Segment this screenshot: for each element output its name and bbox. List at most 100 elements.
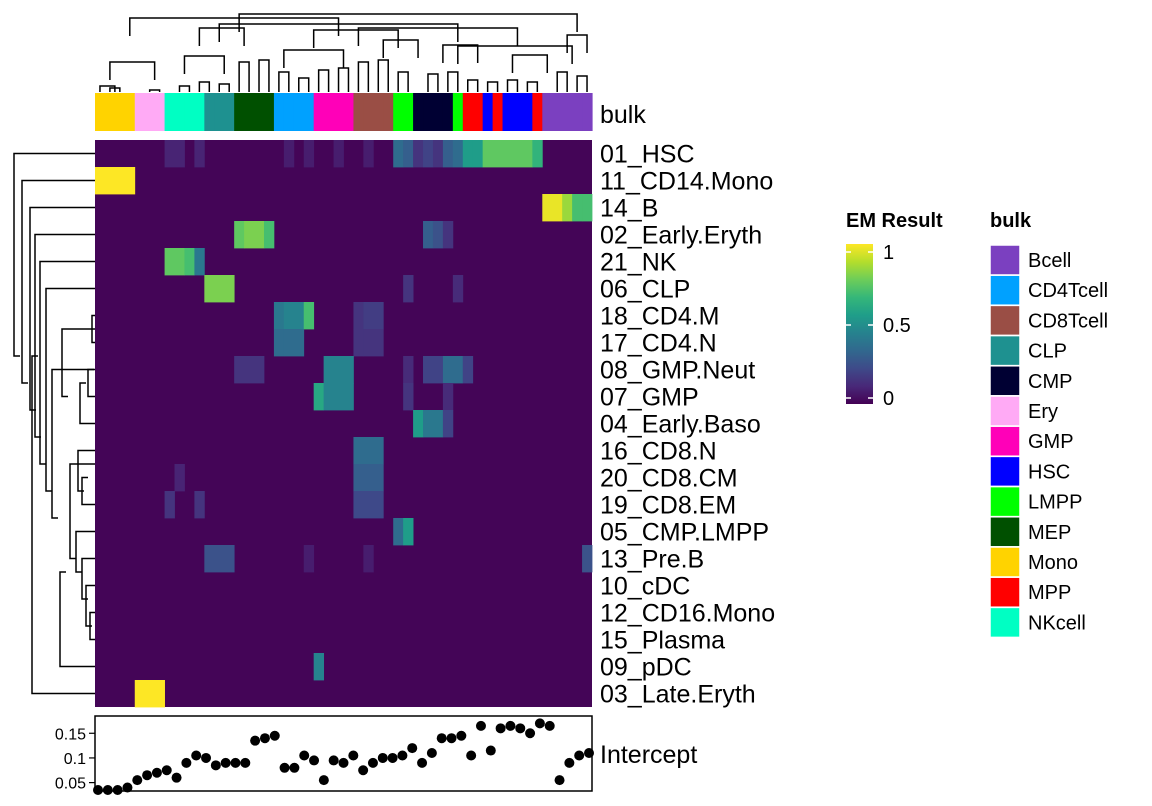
row-label: 21_NK bbox=[600, 249, 677, 277]
heatmap-cell bbox=[273, 302, 285, 330]
heatmap-cell bbox=[353, 437, 384, 465]
column-dendrogram-branch bbox=[357, 61, 370, 92]
intercept-point bbox=[338, 757, 349, 768]
bulk-cell-cd8tcell bbox=[383, 93, 394, 131]
bulk-legend-label: LMPP bbox=[1028, 492, 1082, 514]
intercept-point bbox=[515, 723, 526, 734]
column-dendrogram-branch bbox=[198, 27, 245, 46]
bulk-cell-clp bbox=[204, 93, 215, 131]
bulk-cell-gmp bbox=[333, 93, 345, 131]
heatmap-cell bbox=[542, 194, 563, 222]
bulk-cell-cmp bbox=[423, 93, 434, 131]
intercept-point bbox=[417, 757, 428, 768]
bulk-legend-label: Mono bbox=[1028, 552, 1078, 574]
intercept-point bbox=[122, 782, 133, 793]
bulk-cell-gmp bbox=[313, 93, 325, 131]
bulk-legend-swatch bbox=[989, 304, 1021, 337]
bulk-cell-bcell bbox=[572, 93, 583, 131]
heatmap-cell bbox=[432, 140, 444, 168]
bulk-legend-swatch bbox=[989, 516, 1021, 548]
bulk-legend-label: MPP bbox=[1028, 582, 1071, 604]
intercept-point bbox=[299, 750, 310, 761]
heatmap-cell bbox=[582, 545, 593, 573]
intercept-label: Intercept bbox=[600, 741, 697, 769]
heatmap-cell bbox=[423, 356, 444, 384]
colorbar-tick-label: 0 bbox=[883, 388, 894, 410]
bulk-cell-bcell bbox=[582, 93, 593, 131]
intercept-point bbox=[328, 755, 339, 766]
bulk-legend-label: NKcell bbox=[1028, 612, 1086, 634]
intercept-point bbox=[240, 757, 251, 768]
row-dendrogram-branch bbox=[59, 571, 95, 668]
column-dendrogram-branch bbox=[99, 85, 116, 92]
heatmap-cell bbox=[452, 140, 464, 168]
bulk-cell-lmpp bbox=[403, 93, 414, 131]
row-label: 09_pDC bbox=[600, 654, 692, 682]
intercept-point bbox=[475, 720, 486, 731]
column-dendrogram-branch bbox=[317, 69, 330, 92]
bulk-legend-swatch bbox=[989, 455, 1021, 488]
column-dendrogram-branch bbox=[109, 61, 156, 80]
column-dendrogram-branch bbox=[283, 49, 345, 68]
intercept-point bbox=[220, 757, 231, 768]
row-dendrogram-branch bbox=[45, 287, 95, 492]
bulk-cell-mep bbox=[263, 93, 275, 131]
row-label: 05_CMP.LMPP bbox=[600, 519, 769, 547]
bulk-cell-hsc bbox=[512, 93, 524, 131]
column-dendrogram-branch bbox=[183, 55, 225, 74]
heatmap-cell bbox=[363, 545, 374, 573]
heatmap-cell bbox=[442, 140, 454, 168]
heatmap-cell bbox=[403, 140, 414, 168]
intercept-point bbox=[171, 772, 182, 783]
heatmap-cell bbox=[283, 140, 295, 168]
row-label: 16_CD8.N bbox=[600, 438, 717, 466]
heatmap-cell bbox=[204, 545, 235, 573]
bulk-cell-cmp bbox=[432, 93, 444, 131]
heatmap-cell bbox=[283, 302, 305, 330]
intercept-tick-label: 0.1 bbox=[64, 751, 86, 768]
intercept-point bbox=[358, 765, 369, 776]
colorbar-ramp bbox=[846, 244, 873, 404]
intercept-point bbox=[250, 735, 261, 746]
column-dendrogram-branch bbox=[258, 59, 270, 92]
heatmap-cell bbox=[363, 329, 384, 357]
heatmap-cell bbox=[452, 275, 464, 303]
heatmap-cell bbox=[164, 491, 175, 519]
bulk-legend-title: bulk bbox=[990, 210, 1032, 232]
intercept-point bbox=[181, 757, 192, 768]
em-result-colorbar: EM Result 0 0.5 1 bbox=[846, 210, 943, 410]
intercept-point bbox=[112, 785, 123, 796]
heatmap-cell bbox=[363, 140, 374, 168]
heatmap-cell bbox=[403, 383, 414, 411]
row-dendrogram-branch bbox=[79, 382, 95, 425]
bulk-cell-mep bbox=[244, 93, 255, 131]
heatmap-cell bbox=[403, 275, 414, 303]
column-dendrogram-branch bbox=[457, 45, 573, 64]
intercept-point bbox=[210, 760, 221, 771]
intercept-point bbox=[142, 770, 153, 781]
heatmap-cell bbox=[442, 356, 464, 384]
bulk-legend-swatch bbox=[989, 606, 1021, 639]
intercept-point bbox=[309, 755, 320, 766]
row-dendrogram-branch bbox=[69, 463, 95, 560]
column-dendrogram-branch bbox=[427, 73, 439, 92]
heatmap-cell bbox=[263, 221, 275, 249]
intercept-point bbox=[201, 752, 212, 763]
bulk-cell-lmpp bbox=[393, 93, 404, 131]
heatmap-background bbox=[95, 140, 592, 707]
row-dendrogram-branch bbox=[61, 328, 95, 398]
row-label: 10_cDC bbox=[600, 573, 690, 601]
column-dendrogram-branch bbox=[218, 83, 230, 92]
bulk-cell-mono bbox=[104, 93, 116, 131]
intercept-point bbox=[564, 757, 575, 768]
bulk-cell-cd4tcell bbox=[283, 93, 295, 131]
row-label: 11_CD14.Mono bbox=[600, 168, 773, 196]
column-dendrogram-branch bbox=[178, 85, 191, 92]
row-label: 15_Plasma bbox=[600, 627, 725, 655]
heatmap-cell bbox=[174, 464, 185, 492]
intercept-point bbox=[132, 775, 143, 786]
heatmap-cell bbox=[432, 221, 444, 249]
heatmap-cell bbox=[353, 329, 364, 357]
heatmap-cell bbox=[134, 680, 165, 708]
heatmap-cell bbox=[423, 221, 434, 249]
